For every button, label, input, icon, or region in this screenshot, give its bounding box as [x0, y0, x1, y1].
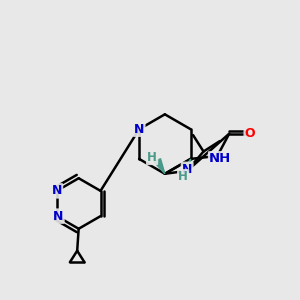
- Text: H: H: [147, 151, 157, 164]
- Text: N: N: [52, 184, 62, 197]
- Text: O: O: [245, 127, 255, 140]
- Text: H: H: [178, 170, 188, 183]
- Text: N: N: [182, 163, 192, 176]
- Polygon shape: [183, 159, 190, 173]
- Polygon shape: [154, 159, 165, 174]
- Text: N: N: [53, 210, 64, 223]
- Text: N: N: [134, 123, 144, 136]
- Text: NH: NH: [209, 152, 231, 165]
